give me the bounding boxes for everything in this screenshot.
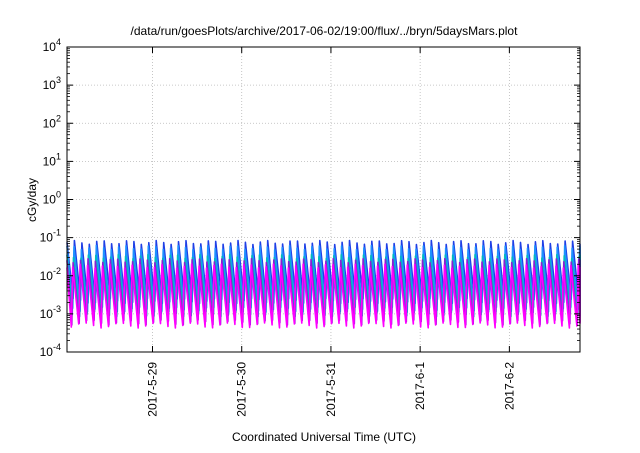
y-tick-label: 103 [43, 75, 61, 92]
x-tick-label: 2017-5-29 [146, 362, 160, 417]
y-tick-label: 101 [43, 151, 61, 168]
y-tick-label: 10-1 [40, 228, 61, 245]
plot-frame [66, 46, 581, 353]
x-tick-label: 2017-5-31 [324, 362, 338, 417]
y-tick-label: 102 [43, 113, 61, 130]
x-tick-label: 2017-6-1 [413, 362, 427, 410]
y-tick-label: 10-3 [40, 304, 61, 321]
x-tick-label: 2017-6-2 [502, 362, 516, 410]
y-tick-label: 104 [43, 37, 61, 54]
y-tick-label: 10-4 [40, 342, 61, 359]
x-axis-label: Coordinated Universal Time (UTC) [232, 430, 416, 444]
axes [66, 46, 581, 353]
y-tick-label: 100 [43, 190, 61, 207]
series-line-5 [66, 263, 581, 329]
chart-title: /data/run/goesPlots/archive/2017-06-02/1… [131, 24, 519, 38]
series-lines [66, 239, 581, 329]
x-tick-label: 2017-5-30 [235, 362, 249, 417]
tick-labels: 10-4 10-3 10-2 10-1 100 101 102 103 104 2017-5-29… [40, 37, 517, 417]
y-axis-label: cGy/day [25, 178, 39, 222]
y-tick-label: 10-2 [40, 266, 61, 283]
